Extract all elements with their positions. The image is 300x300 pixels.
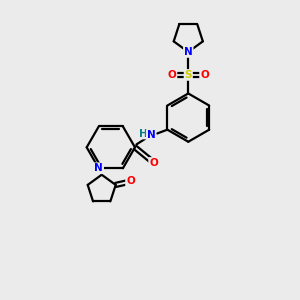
Text: N: N [184, 47, 193, 57]
Text: H: H [139, 128, 147, 139]
Text: S: S [184, 70, 192, 80]
Text: O: O [200, 70, 209, 80]
Text: O: O [126, 176, 135, 186]
Text: N: N [94, 163, 103, 173]
Text: O: O [149, 158, 158, 168]
Text: N: N [147, 130, 155, 140]
Text: O: O [168, 70, 176, 80]
